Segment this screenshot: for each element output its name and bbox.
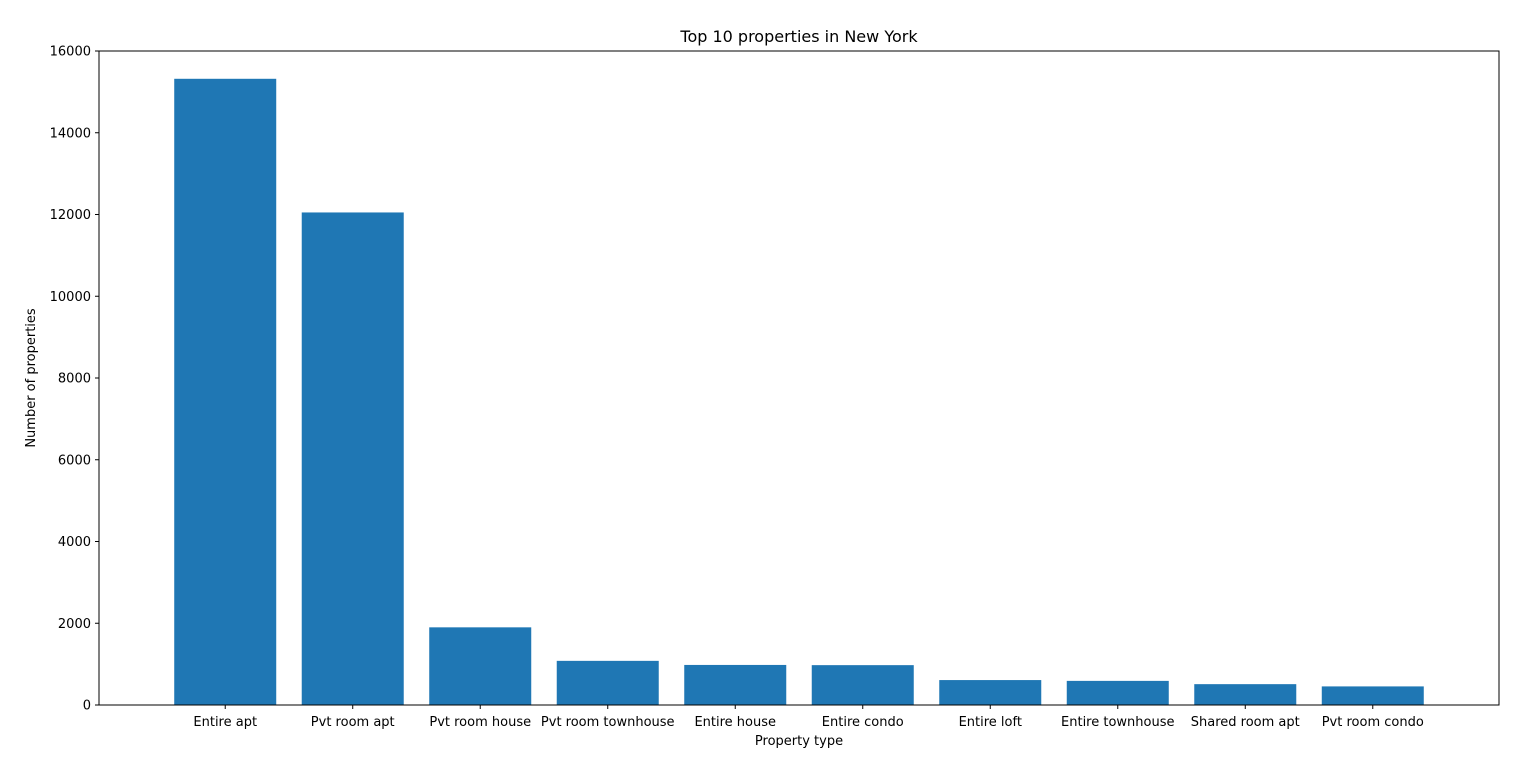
y-tick-label: 10000 [50, 290, 91, 305]
y-tick-label: 12000 [50, 208, 91, 223]
bar [684, 664, 787, 705]
x-tick-label: Pvt room apt [311, 715, 395, 730]
y-tick-label: 16000 [50, 45, 91, 60]
x-tick-label: Entire condo [822, 715, 904, 730]
y-tick-label: 14000 [50, 126, 91, 141]
bar [811, 665, 914, 705]
bar [1194, 684, 1297, 705]
bar [556, 660, 659, 705]
y-axis-ticks: 0 2000 4000 6000 8000 10000 12000 14000 16000 [50, 45, 99, 714]
bar [429, 627, 532, 705]
y-axis-label: Number of properties [24, 308, 39, 448]
y-tick-label: 4000 [58, 535, 91, 550]
x-tick-label: Pvt room house [429, 715, 531, 730]
x-axis-ticks: Entire apt Pvt room apt Pvt room house Pvt … [193, 705, 1424, 730]
bar [1066, 680, 1169, 705]
bar [301, 212, 404, 706]
y-tick-label: 6000 [58, 453, 91, 468]
bar [1321, 686, 1424, 705]
x-tick-label: Entire townhouse [1061, 715, 1174, 730]
x-tick-label: Shared room apt [1191, 715, 1300, 730]
chart-title: Top 10 properties in New York [679, 27, 918, 46]
x-tick-label: Entire apt [193, 715, 257, 730]
bar [174, 78, 277, 706]
y-tick-label: 8000 [58, 372, 91, 387]
x-tick-label: Pvt room townhouse [541, 715, 675, 730]
x-tick-label: Entire house [694, 715, 776, 730]
x-tick-label: Pvt room condo [1322, 715, 1424, 730]
y-tick-label: 0 [83, 699, 91, 714]
bar [939, 680, 1042, 705]
bar-series [174, 78, 1424, 706]
y-tick-label: 2000 [58, 617, 91, 632]
x-tick-label: Entire loft [959, 715, 1022, 730]
plot-frame [98, 50, 1500, 706]
x-axis-label: Property type [755, 734, 843, 749]
